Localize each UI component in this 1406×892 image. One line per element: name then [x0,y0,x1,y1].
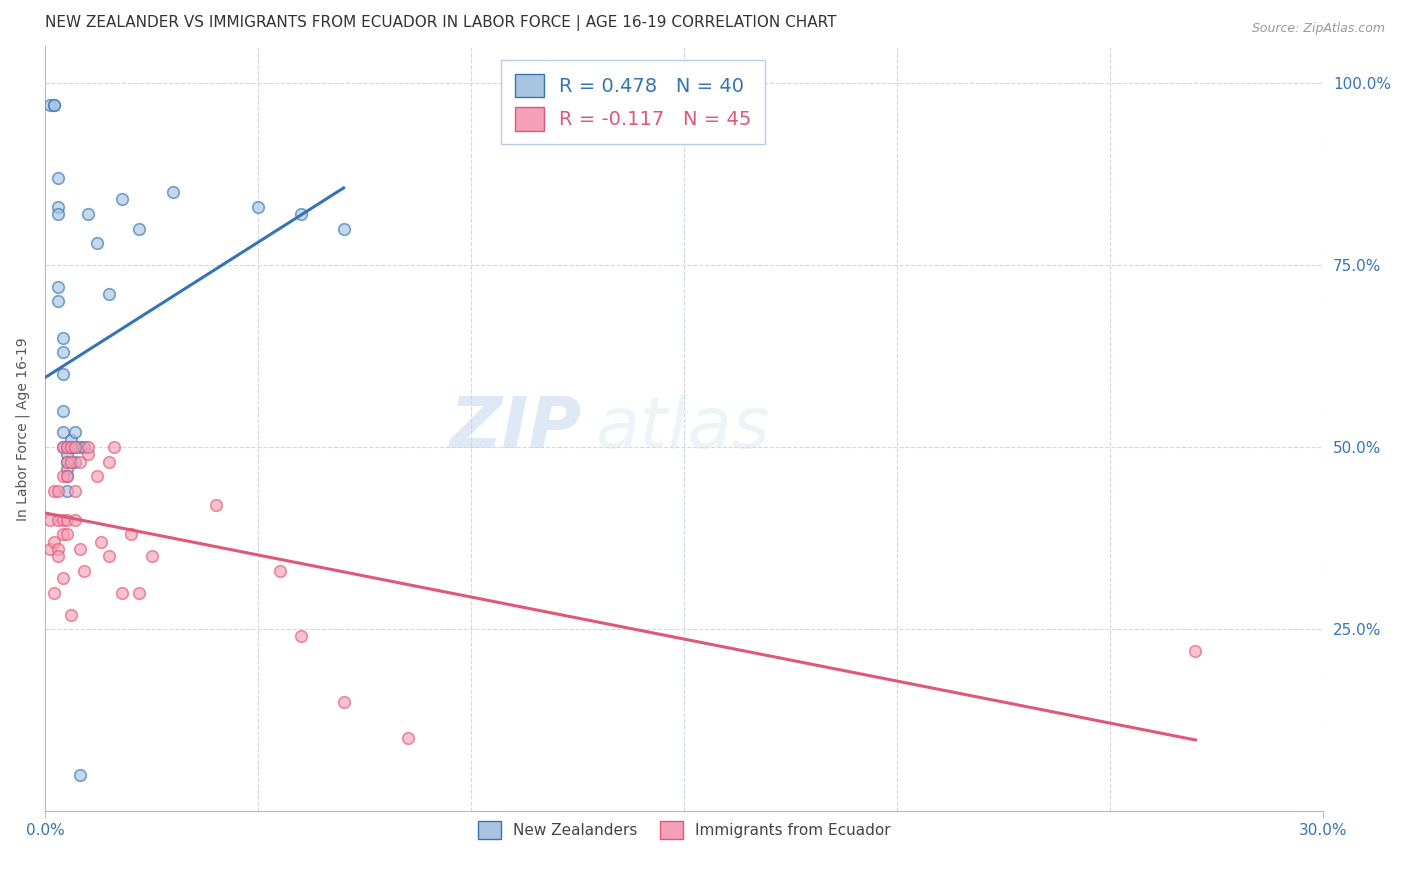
Point [247,200,270,214]
Point [290,629,312,643]
Point [120,527,142,541]
Point [51,440,73,454]
Point [60,440,83,454]
Point [77,447,100,461]
Point [55,469,77,483]
Point [51,345,73,359]
Point [51,440,73,454]
Point [42,97,65,112]
Point [98,549,121,564]
Point [98,454,121,468]
Point [46,549,69,564]
Point [55,440,77,454]
Point [38,97,60,112]
Point [51,527,73,541]
Point [205,498,228,512]
Point [269,564,291,578]
Text: atlas: atlas [595,394,769,463]
Point [60,454,83,468]
Point [55,483,77,498]
Text: NEW ZEALANDER VS IMMIGRANTS FROM ECUADOR IN LABOR FORCE | AGE 16-19 CORRELATION : NEW ZEALANDER VS IMMIGRANTS FROM ECUADOR… [45,15,837,31]
Point [55,462,77,476]
Point [98,287,121,301]
Point [65,425,87,440]
Point [60,607,83,622]
Point [55,527,77,541]
Point [90,534,112,549]
Point [46,200,69,214]
Point [46,207,69,221]
Point [162,185,184,199]
Point [51,367,73,381]
Point [69,440,91,454]
Point [60,433,83,447]
Y-axis label: In Labor Force | Age 16-19: In Labor Force | Age 16-19 [15,337,30,521]
Point [60,440,83,454]
Point [77,440,100,454]
Point [73,440,96,454]
Point [55,454,77,468]
Point [38,513,60,527]
Point [69,768,91,782]
Point [65,440,87,454]
Point [55,513,77,527]
Point [60,440,83,454]
Point [55,454,77,468]
Text: ZIP: ZIP [450,394,582,463]
Point [42,585,65,599]
Point [55,440,77,454]
Text: Source: ZipAtlas.com: Source: ZipAtlas.com [1251,22,1385,36]
Point [42,483,65,498]
Point [60,440,83,454]
Point [46,513,69,527]
Point [69,541,91,556]
Point [73,564,96,578]
Point [128,221,150,235]
Point [332,695,354,709]
Point [141,549,163,564]
Point [77,207,100,221]
Point [46,294,69,309]
Point [65,440,87,454]
Point [65,454,87,468]
Point [51,513,73,527]
Point [65,483,87,498]
Point [1184,644,1206,658]
Point [51,571,73,585]
Point [55,447,77,461]
Point [55,469,77,483]
Point [290,207,312,221]
Point [38,541,60,556]
Point [111,193,134,207]
Point [332,221,354,235]
Point [42,534,65,549]
Point [86,236,108,251]
Point [46,170,69,185]
Point [55,440,77,454]
Point [46,280,69,294]
Point [51,425,73,440]
Point [396,731,419,746]
Point [86,469,108,483]
Point [103,440,125,454]
Point [69,454,91,468]
Point [42,97,65,112]
Point [65,513,87,527]
Point [51,469,73,483]
Point [46,483,69,498]
Point [111,585,134,599]
Point [46,541,69,556]
Point [51,331,73,345]
Point [128,585,150,599]
Legend: New Zealanders, Immigrants from Ecuador: New Zealanders, Immigrants from Ecuador [471,814,897,846]
Point [51,403,73,417]
